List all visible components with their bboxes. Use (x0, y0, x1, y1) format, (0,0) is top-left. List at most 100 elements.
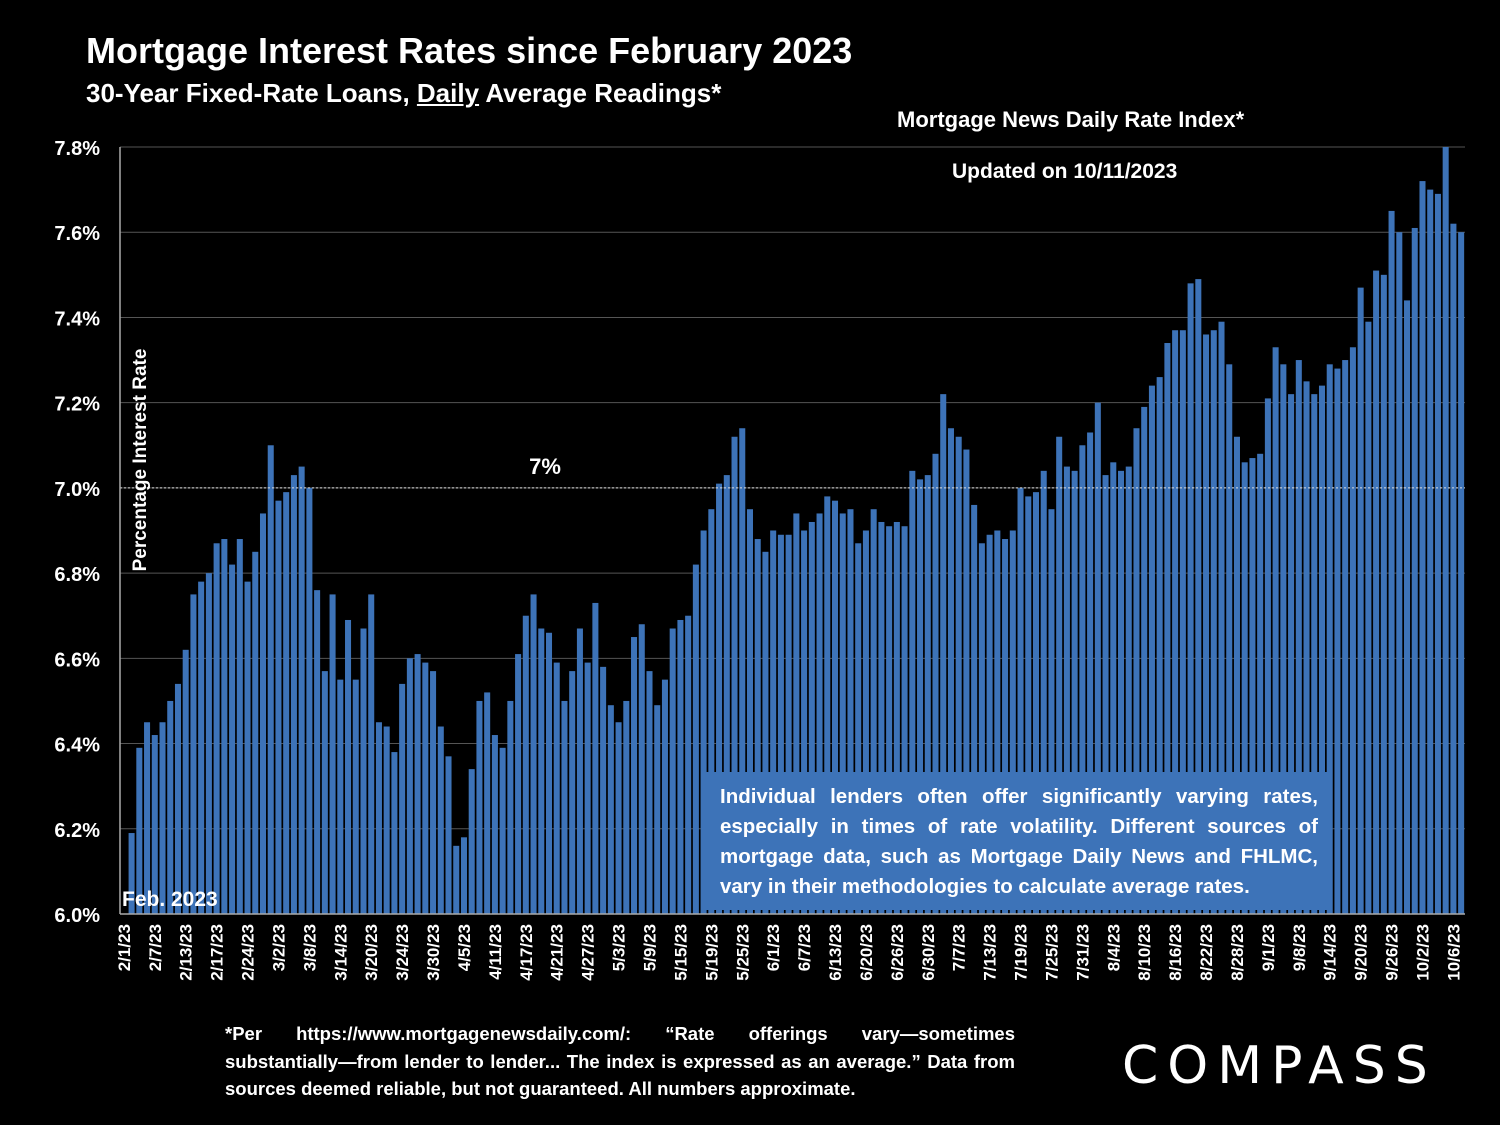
bar (1118, 470, 1125, 914)
bar (414, 654, 421, 914)
bar (1009, 530, 1016, 914)
bar (1396, 232, 1403, 914)
y-tick-label: 6.6% (54, 649, 100, 671)
bar (947, 428, 954, 914)
bar (337, 679, 344, 914)
bar (1295, 360, 1302, 914)
x-tick-label: 2/13/23 (177, 924, 196, 981)
bar (515, 654, 522, 914)
bar (1025, 496, 1032, 914)
bar (1040, 470, 1047, 914)
bar (476, 700, 483, 914)
bar (940, 394, 947, 915)
bar (592, 602, 599, 914)
bar (1380, 274, 1387, 914)
bar (777, 534, 784, 914)
bar (870, 509, 877, 914)
bar (739, 428, 746, 914)
bar (692, 564, 699, 914)
bar (236, 539, 243, 914)
bar (1280, 364, 1287, 915)
bar (1032, 492, 1040, 914)
bar (1071, 470, 1078, 914)
bar (1388, 210, 1395, 914)
x-tick-label: 7/19/23 (1012, 924, 1031, 981)
bar (1195, 279, 1202, 914)
chart-subtitle: 30-Year Fixed-Rate Loans, Daily Average … (86, 78, 721, 109)
bar (352, 679, 359, 914)
bar (499, 747, 506, 914)
bar (1017, 487, 1024, 914)
x-tick-label: 9/20/23 (1352, 924, 1371, 981)
bar (453, 845, 460, 914)
bar (1241, 462, 1248, 914)
bar (716, 483, 723, 914)
bar (746, 509, 754, 914)
bar (368, 594, 375, 914)
bar (1249, 458, 1256, 914)
bar (1210, 330, 1217, 914)
bar (924, 475, 931, 914)
bar (1203, 334, 1210, 914)
bar (723, 475, 730, 914)
bar (1349, 347, 1356, 914)
bar (468, 769, 475, 914)
bar (1226, 364, 1233, 915)
bar (994, 530, 1001, 914)
x-tick-label: 8/22/23 (1197, 924, 1216, 981)
bar (360, 628, 367, 914)
y-tick-label: 7.6% (54, 223, 100, 245)
bar (607, 705, 614, 914)
y-tick-label: 6.8% (54, 564, 100, 586)
bar (669, 628, 676, 914)
bar (422, 662, 429, 914)
bar (978, 543, 985, 914)
x-tick-label: 3/30/23 (424, 924, 443, 981)
bar (460, 837, 467, 914)
bar (646, 671, 653, 914)
bar (252, 551, 259, 914)
bar (1094, 402, 1101, 914)
bar (259, 513, 267, 914)
bar (1110, 462, 1117, 914)
x-tick-label: 3/24/23 (393, 924, 412, 981)
bar (816, 513, 823, 914)
bar (144, 722, 151, 914)
y-tick-label: 7.4% (54, 308, 100, 330)
bar (290, 475, 297, 914)
bar (1272, 347, 1279, 914)
bar (1303, 381, 1310, 915)
bar (808, 521, 815, 914)
bar (1318, 385, 1326, 915)
bar (700, 530, 707, 914)
bar (638, 624, 645, 914)
bar (1156, 377, 1163, 915)
bar (1102, 475, 1109, 914)
compass-logo: COMPASS (1122, 1036, 1437, 1096)
bar (1141, 406, 1148, 914)
x-tick-label: 3/2/23 (269, 924, 288, 971)
bar (801, 530, 808, 914)
bar (1187, 283, 1194, 914)
x-tick-label: 3/20/23 (362, 924, 381, 981)
bar (182, 649, 189, 914)
bar (484, 692, 491, 914)
bar (909, 470, 916, 914)
x-tick-label: 10/2/23 (1413, 924, 1432, 981)
x-tick-label: 9/1/23 (1259, 924, 1278, 971)
bar (306, 487, 313, 914)
bar (1087, 432, 1094, 914)
bar (631, 637, 638, 914)
x-tick-label: 5/9/23 (640, 924, 659, 971)
bar (986, 534, 993, 914)
bar (1404, 300, 1411, 914)
bar (283, 492, 290, 914)
bar (1458, 232, 1465, 914)
x-tick-label: 2/17/23 (208, 924, 227, 981)
bar (399, 683, 406, 914)
bar (623, 700, 630, 914)
x-tick-label: 9/8/23 (1290, 924, 1309, 971)
bar (430, 671, 437, 914)
bar (824, 496, 831, 914)
bar (553, 662, 560, 914)
